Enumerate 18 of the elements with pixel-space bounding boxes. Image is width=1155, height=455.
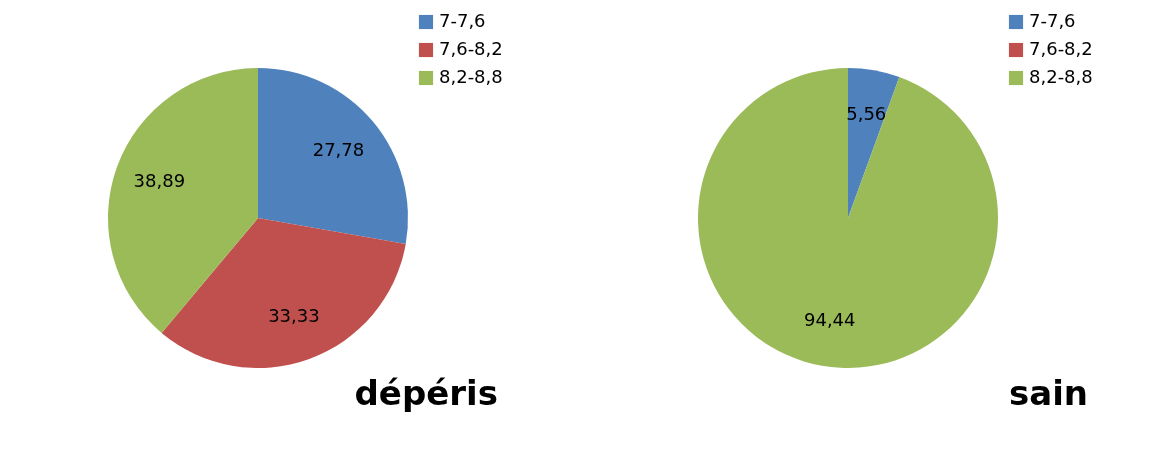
pie-slice (848, 68, 900, 218)
pie-slice (161, 218, 406, 368)
text: dépéris (354, 373, 498, 413)
legend-label: 8,2-8,8 (1029, 66, 1093, 87)
data-label: 27,78 (312, 138, 365, 160)
pie-slice (108, 68, 258, 333)
data-label: 94,44 (803, 309, 856, 331)
legend-label: 7-7,6 (1029, 10, 1076, 31)
legend-label: 7-7,6 (439, 10, 486, 31)
legend-label: 7,6-8,2 (439, 38, 503, 59)
data-label: 5,56 (846, 102, 887, 124)
pie-slice (258, 68, 408, 245)
pie-slice (698, 68, 998, 368)
data-label: 38,89 (133, 170, 186, 192)
data-label: 33,33 (268, 304, 320, 326)
text: sain (1008, 373, 1088, 413)
legend-label: 8,2-8,8 (439, 66, 503, 87)
legend-label: 7,6-8,2 (1029, 38, 1093, 59)
